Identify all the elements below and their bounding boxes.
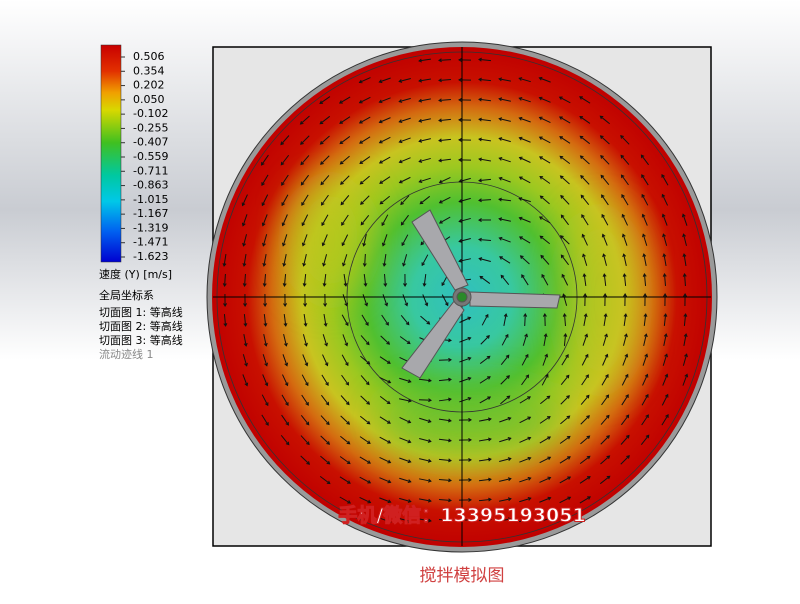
legend-tick-label: 0.354 (133, 64, 165, 77)
watermark: 手机/微信：13395193051 (338, 504, 585, 527)
color-bar (101, 45, 121, 262)
flow-arrow (419, 400, 431, 401)
legend-tick-label: -1.623 (133, 250, 168, 263)
legend-tick-label: -1.015 (133, 193, 168, 206)
legend-tick-label: -0.559 (133, 150, 168, 163)
legend-item: 流动迹线 1 (99, 347, 154, 361)
legend-tick-label: 0.202 (133, 79, 165, 92)
legend-item: 切面图 2: 等高线 (99, 319, 183, 333)
flow-arrow (525, 314, 526, 326)
legend-tick-label: 0.506 (133, 50, 165, 63)
legend-tick-label: -1.319 (133, 221, 168, 234)
legend-tick-label: -0.407 (133, 136, 168, 149)
legend-tick-label: -1.167 (133, 207, 168, 220)
legend-tick-label: -0.255 (133, 121, 168, 134)
legend-item: 切面图 3: 等高线 (99, 333, 183, 347)
legend-tick-label: -0.102 (133, 107, 168, 120)
legend-item: 切面图 1: 等高线 (99, 305, 183, 319)
legend-item: 全局坐标系 (99, 288, 154, 302)
caption: 搅拌模拟图 (420, 566, 505, 586)
legend-tick-label: -1.471 (133, 236, 168, 249)
legend-tick-label: -0.863 (133, 179, 168, 192)
legend-title: 速度 (Y) [m/s] (99, 267, 172, 281)
legend-tick-label: -0.711 (133, 164, 168, 177)
legend-tick-label: 0.050 (133, 93, 165, 106)
